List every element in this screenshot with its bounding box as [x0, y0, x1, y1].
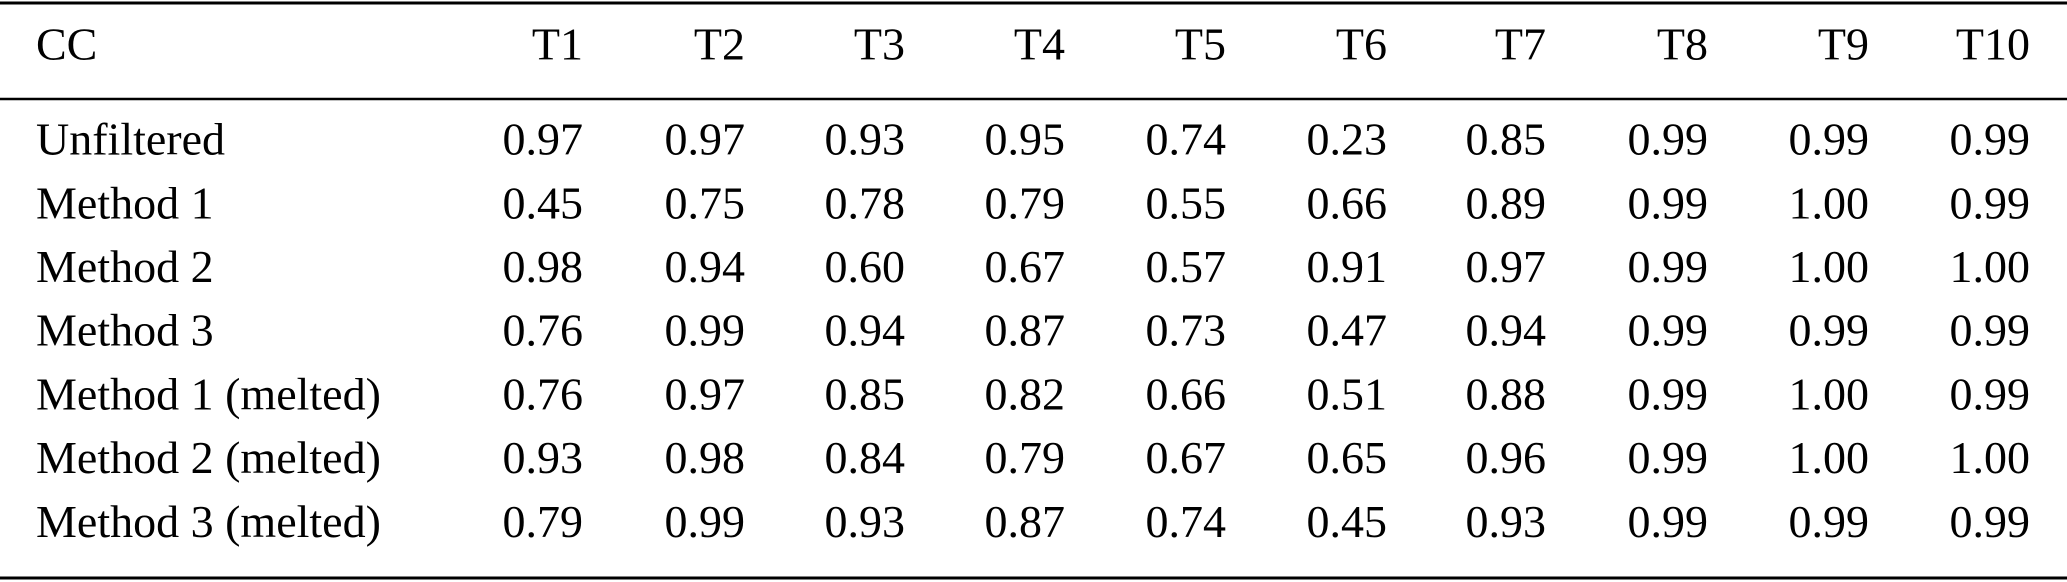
cell: 0.99 [1950, 305, 2031, 356]
cell: 0.99 [1789, 496, 1870, 547]
cell: 0.93 [503, 432, 584, 483]
cell: 0.75 [665, 177, 746, 228]
cell: 0.76 [503, 368, 584, 419]
cell: 0.93 [1466, 496, 1547, 547]
cell: 1.00 [1789, 241, 1870, 292]
cell: 0.79 [985, 177, 1066, 228]
cell: 0.97 [665, 368, 746, 419]
cell: 0.88 [1466, 368, 1547, 419]
header-cell: T1 [532, 19, 583, 70]
cell: 0.84 [825, 432, 906, 483]
cell: 0.93 [825, 496, 906, 547]
cell: 0.99 [1789, 305, 1870, 356]
cell: 0.91 [1307, 241, 1388, 292]
cell: 0.99 [1628, 496, 1709, 547]
cell: 0.76 [503, 305, 584, 356]
cell: 0.99 [1950, 496, 2031, 547]
cell: 0.79 [985, 432, 1066, 483]
header-cell: T3 [854, 19, 905, 70]
cell: 0.79 [503, 496, 584, 547]
cell: 0.67 [1146, 432, 1227, 483]
cell: 0.97 [665, 114, 746, 165]
cell: 0.74 [1146, 496, 1227, 547]
cell: 0.55 [1146, 177, 1227, 228]
cell: 0.93 [825, 114, 906, 165]
cell: 0.82 [985, 368, 1066, 419]
cell: 1.00 [1789, 177, 1870, 228]
header-cell: T2 [694, 19, 745, 70]
cell: 0.45 [503, 177, 584, 228]
cell: 0.94 [1466, 305, 1547, 356]
cell: 0.99 [665, 496, 746, 547]
cell: 0.99 [1628, 241, 1709, 292]
row-label: Method 2 (melted) [36, 432, 381, 483]
cell: 0.65 [1307, 432, 1388, 483]
cell: 0.47 [1307, 305, 1388, 356]
cell: 0.99 [1628, 368, 1709, 419]
cell: 0.23 [1307, 114, 1388, 165]
cell: 0.98 [665, 432, 746, 483]
cell: 0.97 [1466, 241, 1547, 292]
row-label: Method 3 [36, 305, 214, 356]
row-label: Method 2 [36, 241, 214, 292]
header-cell: T9 [1818, 19, 1869, 70]
cell: 0.74 [1146, 114, 1227, 165]
cell: 0.60 [825, 241, 906, 292]
cell: 0.99 [1789, 114, 1870, 165]
cell: 1.00 [1789, 368, 1870, 419]
cell: 0.96 [1466, 432, 1547, 483]
cell: 0.66 [1307, 177, 1388, 228]
cell: 0.51 [1307, 368, 1388, 419]
header-cell: T10 [1956, 19, 2030, 70]
cell: 1.00 [1950, 241, 2031, 292]
cell: 0.87 [985, 496, 1066, 547]
cell: 0.94 [665, 241, 746, 292]
header-cell: T5 [1175, 19, 1226, 70]
row-label: Unfiltered [36, 114, 225, 165]
header-cell: T8 [1657, 19, 1708, 70]
header-cell: T6 [1336, 19, 1387, 70]
cell: 0.99 [665, 305, 746, 356]
cell: 0.99 [1950, 368, 2031, 419]
cell: 0.99 [1950, 177, 2031, 228]
row-label: Method 3 (melted) [36, 496, 381, 547]
cell: 0.99 [1628, 432, 1709, 483]
cell: 1.00 [1789, 432, 1870, 483]
cell: 0.45 [1307, 496, 1388, 547]
header-cell: T4 [1014, 19, 1065, 70]
cell: 0.99 [1628, 177, 1709, 228]
cell: 0.94 [825, 305, 906, 356]
row-label: Method 1 (melted) [36, 368, 381, 419]
header-cell: T7 [1495, 19, 1546, 70]
header-cell: CC [36, 19, 97, 70]
cell: 0.85 [1466, 114, 1547, 165]
cell: 0.67 [985, 241, 1066, 292]
row-label: Method 1 [36, 177, 214, 228]
cell: 0.87 [985, 305, 1066, 356]
cell: 0.97 [503, 114, 584, 165]
cell: 0.57 [1146, 241, 1227, 292]
cell: 1.00 [1950, 432, 2031, 483]
cell: 0.66 [1146, 368, 1227, 419]
cell: 0.99 [1950, 114, 2031, 165]
cell: 0.95 [985, 114, 1066, 165]
cell: 0.78 [825, 177, 906, 228]
cell: 0.99 [1628, 114, 1709, 165]
cell: 0.98 [503, 241, 584, 292]
cell: 0.89 [1466, 177, 1547, 228]
cell: 0.73 [1146, 305, 1227, 356]
cell: 0.85 [825, 368, 906, 419]
cell: 0.99 [1628, 305, 1709, 356]
